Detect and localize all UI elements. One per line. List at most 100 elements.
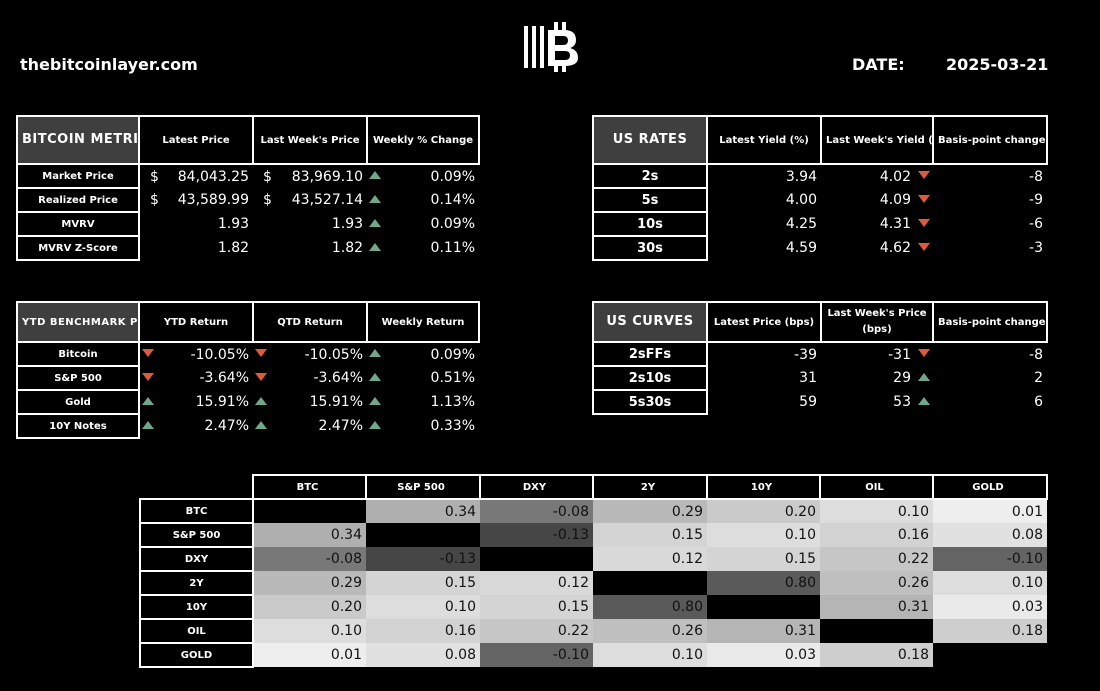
change-direction (915, 212, 933, 236)
col-last-week-price: Last Week's Price (252, 115, 369, 165)
corr-cell: 0.26 (593, 619, 707, 643)
weekly-change: 0.09% (430, 216, 476, 232)
col-ytd-return: YTD Return (138, 301, 254, 343)
corr-cell: -0.08 (480, 499, 593, 523)
table-row: S&P 500 -3.64% -3.64% 0.51% (16, 365, 479, 391)
corr-cell: 0.31 (820, 595, 933, 619)
corr-cell: 0.80 (707, 571, 820, 595)
corr-cell: 0.31 (707, 619, 820, 643)
corr-cell: 0.10 (820, 499, 933, 523)
triangle-down-icon (142, 372, 154, 381)
latest-price: 1.82 (217, 240, 250, 256)
change-direction (915, 188, 933, 212)
row-label: Gold (16, 389, 140, 415)
triangle-down-icon (918, 171, 930, 179)
qtd-return: 2.47% (318, 418, 364, 434)
triangle-up-icon (369, 242, 382, 251)
triangle-down-icon (255, 349, 267, 357)
corr-col-header: BTC (252, 474, 367, 500)
corr-cell (707, 595, 820, 619)
corner-blank (140, 475, 253, 499)
weekly-change: 0.09% (430, 168, 476, 185)
table-row: 10s 4.25 4.31 -6 (592, 211, 1047, 237)
table-row: 2sFFs -39 -31 -8 (592, 341, 1047, 367)
change-direction (915, 366, 933, 390)
col-last-week-price-bps: Last Week's Price (bps) (819, 301, 935, 343)
bp-change: -3 (1029, 240, 1043, 256)
date-label: DATE: (852, 55, 905, 74)
triangle-up-icon (255, 396, 267, 405)
triangle-up-icon (369, 349, 382, 357)
corr-cell (366, 523, 480, 547)
ytd-direction (139, 342, 155, 366)
weekly-return: 0.09% (430, 346, 476, 363)
change-direction (367, 164, 383, 188)
triangle-up-icon (369, 194, 382, 203)
bp-change: -6 (1029, 216, 1043, 232)
bitcoin-metrics-table: BITCOIN METRICS Latest Price Last Week's… (16, 115, 481, 261)
ytd-direction (139, 390, 155, 414)
triangle-up-icon (142, 396, 154, 405)
row-label: MVRV (16, 211, 140, 237)
weekly-return: 1.13% (430, 394, 476, 410)
correlation-matrix: BTC S&P 500 DXY 2Y 10Y OIL GOLD BTC 0.34 -0.08 0.… (139, 474, 1048, 668)
row-label: 30s (592, 235, 708, 261)
row-label: 10Y Notes (16, 413, 140, 439)
row-label: Realized Price (16, 187, 140, 213)
corr-row-header: DXY (139, 546, 254, 572)
latest-price: 84,043.25 (177, 168, 250, 185)
row-label: MVRV Z-Score (16, 235, 140, 261)
change-direction (915, 236, 933, 260)
ytd-direction (139, 414, 155, 438)
us-curves-table: US CURVES Latest Price (bps) Last Week's… (592, 301, 1049, 415)
triangle-down-icon (142, 349, 154, 357)
last-week-price-bps: -31 (888, 346, 911, 363)
last-week-price-bps: 29 (893, 370, 911, 386)
corr-cell (593, 571, 707, 595)
corr-cell: -0.10 (480, 643, 593, 667)
change-direction (915, 390, 933, 414)
triangle-up-icon (369, 420, 382, 429)
table-row: 2s10s 31 29 2 (592, 365, 1047, 391)
triangle-down-icon (255, 372, 267, 381)
last-week-yield: 4.62 (879, 240, 911, 256)
corr-cell: 0.18 (820, 643, 933, 667)
currency-symbol: $ (150, 192, 159, 208)
latest-price: 1.93 (217, 216, 250, 232)
table-row: 2s 3.94 4.02 -8 (592, 163, 1047, 189)
corr-cell: 0.15 (707, 547, 820, 571)
table-row: MVRV 1.93 1.93 0.09% (16, 211, 479, 237)
qtd-direction (253, 366, 269, 390)
currency-symbol (139, 212, 159, 236)
triangle-down-icon (918, 218, 930, 227)
col-bp-change: Basis-point change (932, 301, 1049, 343)
corr-row: GOLD 0.01 0.08 -0.10 0.10 0.03 0.18 (139, 642, 1047, 668)
corr-cell (933, 643, 1047, 667)
corr-cell: 0.03 (707, 643, 820, 667)
corr-cell: 0.16 (820, 523, 933, 547)
corr-cell: 0.10 (366, 595, 480, 619)
corr-cell: 0.01 (253, 643, 366, 667)
corr-col-header: GOLD (932, 474, 1048, 500)
qtd-direction (253, 342, 269, 366)
bitcoin-layer-logo (520, 22, 584, 72)
table-row: Gold 15.91% 15.91% 1.13% (16, 389, 479, 415)
table-row: 5s 4.00 4.09 -9 (592, 187, 1047, 213)
corr-col-header: DXY (479, 474, 594, 500)
bp-change: -8 (1029, 346, 1044, 363)
corr-cell (253, 499, 366, 523)
currency-symbol: $ (263, 192, 272, 208)
last-week-price: 83,969.10 (291, 168, 364, 185)
col-latest-price: Latest Price (137, 115, 255, 165)
corr-cell: 0.22 (820, 547, 933, 571)
latest-yield: 4.25 (785, 216, 817, 232)
qtd-direction (253, 414, 269, 438)
row-label: Market Price (16, 163, 140, 189)
latest-price: 43,589.99 (177, 192, 250, 208)
corr-row: S&P 500 0.34 -0.13 0.15 0.10 0.16 0.08 (139, 522, 1047, 548)
us-rates-title: US RATES (592, 115, 708, 165)
latest-yield: 3.94 (785, 168, 817, 185)
last-week-yield: 4.09 (879, 192, 911, 208)
corr-cell: 0.20 (253, 595, 366, 619)
corr-cell: 0.20 (707, 499, 820, 523)
